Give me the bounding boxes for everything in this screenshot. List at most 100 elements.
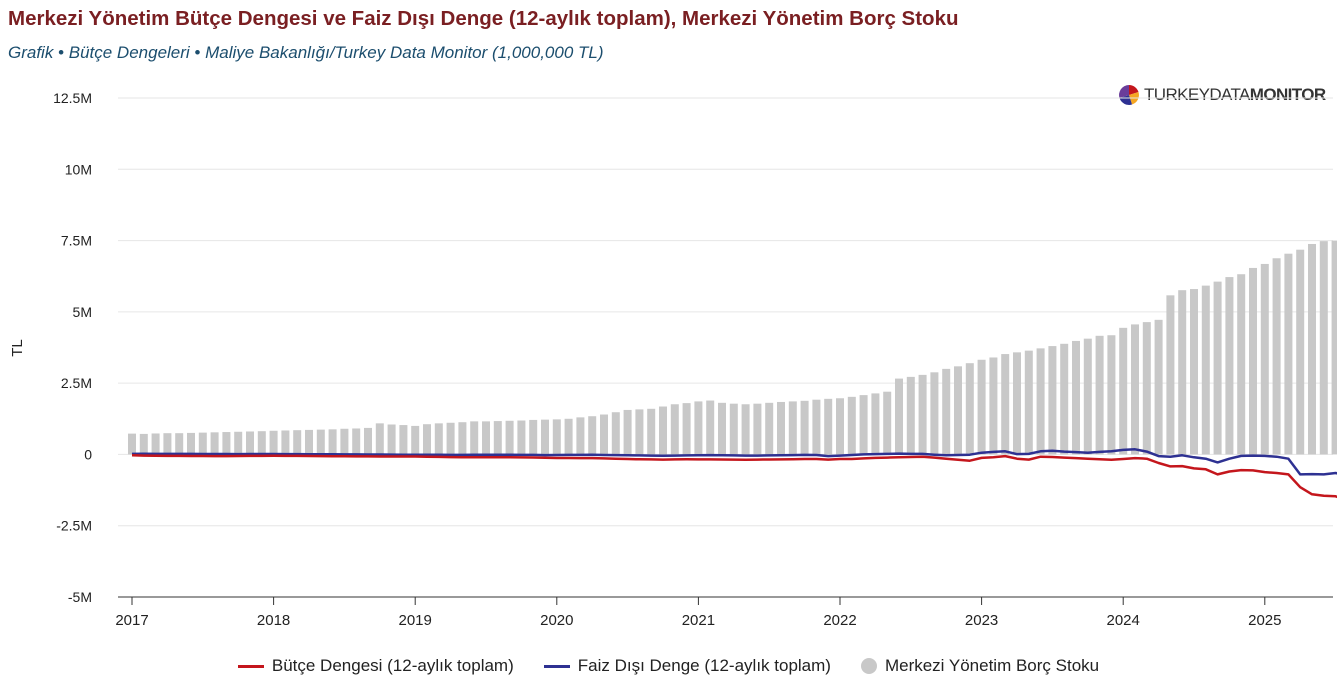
debt-bar	[906, 376, 915, 455]
primary-balance-line	[131, 448, 1337, 476]
debt-bar	[1331, 240, 1337, 455]
debt-bar	[1131, 324, 1139, 455]
debt-bar	[234, 431, 243, 455]
debt-bar	[517, 420, 526, 455]
pie-logo-icon	[1119, 85, 1139, 105]
debt-bar	[139, 433, 148, 455]
chart-title: Merkezi Yönetim Bütçe Dengesi ve Faiz Dı…	[8, 7, 959, 30]
debt-bar	[647, 408, 656, 455]
legend-label-debt: Merkezi Yönetim Borç Stoku	[884, 656, 1100, 675]
debt-bar	[1095, 335, 1104, 455]
debt-bar	[859, 395, 868, 455]
debt-bar	[163, 433, 172, 455]
debt-bar	[1107, 335, 1116, 455]
legend-swatch-debt	[860, 658, 877, 674]
debt-bar	[1083, 338, 1092, 455]
debt-bar	[246, 431, 254, 455]
debt-bar	[1036, 348, 1045, 455]
debt-bar	[895, 378, 903, 455]
debt-bar	[930, 372, 939, 455]
debt-bar	[788, 401, 797, 455]
debt-bar	[1001, 354, 1010, 455]
legend-label-primary: Faiz Dışı Denge (12-aylık toplam)	[577, 656, 831, 675]
debt-bar	[128, 433, 136, 455]
debt-bar	[564, 418, 573, 455]
y-tick-label: 5M	[73, 304, 92, 320]
debt-bar	[765, 402, 774, 455]
debt-bars	[128, 240, 1337, 455]
y-tick-label: 12.5M	[53, 90, 92, 106]
debt-bar	[293, 430, 302, 455]
x-tick-label: 2022	[823, 612, 856, 629]
debt-bar	[635, 409, 644, 455]
debt-bar	[434, 423, 443, 455]
debt-bar	[458, 422, 467, 455]
debt-bar	[1249, 267, 1257, 455]
debt-bar	[989, 357, 998, 455]
debt-bar	[1272, 258, 1281, 455]
x-tick-label: 2020	[540, 612, 573, 629]
debt-bar	[824, 398, 833, 455]
x-tick-label: 2024	[1107, 612, 1140, 629]
debt-bar	[352, 428, 361, 455]
x-tick-label: 2023	[965, 612, 998, 629]
debt-bar	[328, 429, 337, 455]
debt-bar	[1225, 277, 1234, 455]
y-tick-label: 7.5M	[61, 233, 92, 249]
debt-bar	[552, 419, 561, 455]
debt-bar	[1308, 243, 1316, 455]
x-tick-label: 2018	[257, 612, 290, 629]
x-tick-label: 2017	[115, 612, 148, 629]
debt-bar	[364, 427, 372, 455]
axes: 12.5M 10M 7.5M 5M 2.5M 0 -2.5M -5M TL 2017 2018 201…	[9, 90, 1333, 629]
logo-text: TURKEYDATAMONITOR	[1144, 85, 1326, 105]
legend-item-budget[interactable]: Bütçe Dengesi (12-aylık toplam)	[237, 656, 514, 676]
debt-bar	[1296, 249, 1305, 455]
legend-item-debt[interactable]: Merkezi Yönetim Borç Stoku	[860, 656, 1100, 676]
debt-bar	[600, 414, 608, 455]
debt-bar	[800, 400, 809, 455]
debt-bar	[670, 404, 679, 455]
debt-bar	[954, 366, 962, 455]
debt-bar	[529, 419, 538, 455]
debt-bar	[541, 419, 549, 455]
debt-bar	[883, 391, 892, 455]
debt-bar	[1060, 343, 1069, 455]
chart-subtitle: Grafik • Bütçe Dengeleri • Maliye Bakanl…	[8, 43, 604, 62]
debt-bar	[1237, 274, 1246, 455]
debt-bar	[198, 432, 207, 455]
logo-text-regular: TURKEYDATA	[1144, 85, 1250, 104]
debt-bar	[340, 428, 349, 455]
debt-bar	[942, 368, 951, 455]
debt-bar	[1260, 263, 1269, 455]
debt-bar	[151, 433, 160, 455]
legend-label-budget: Bütçe Dengesi (12-aylık toplam)	[271, 656, 514, 675]
debt-bar	[1013, 352, 1021, 455]
debt-bar	[446, 422, 455, 455]
debt-bar	[222, 432, 231, 455]
debt-bar	[281, 430, 290, 455]
x-tick-label: 2019	[399, 612, 432, 629]
debt-bar	[399, 425, 408, 455]
y-tick-label: 2.5M	[61, 375, 92, 391]
legend-item-primary[interactable]: Faiz Dışı Denge (12-aylık toplam)	[543, 656, 831, 676]
debt-bar	[1319, 241, 1328, 455]
debt-bar	[1201, 285, 1210, 455]
debt-bar	[423, 424, 431, 455]
debt-bar	[623, 409, 632, 455]
y-tick-label: 0	[84, 446, 92, 462]
debt-bar	[965, 363, 974, 455]
debt-bar	[847, 396, 856, 455]
debt-bar	[753, 403, 762, 455]
y-tick-label: 10M	[65, 161, 92, 177]
legend-swatch-budget	[237, 664, 264, 668]
debt-bar	[175, 433, 184, 455]
debt-bar	[505, 420, 514, 455]
debt-bar	[718, 402, 726, 455]
debt-bar	[1119, 327, 1128, 455]
debt-bar	[812, 399, 821, 455]
debt-bar	[210, 432, 219, 455]
debt-bar	[1178, 290, 1187, 455]
debt-bar	[659, 406, 667, 455]
debt-bar	[1024, 350, 1033, 455]
